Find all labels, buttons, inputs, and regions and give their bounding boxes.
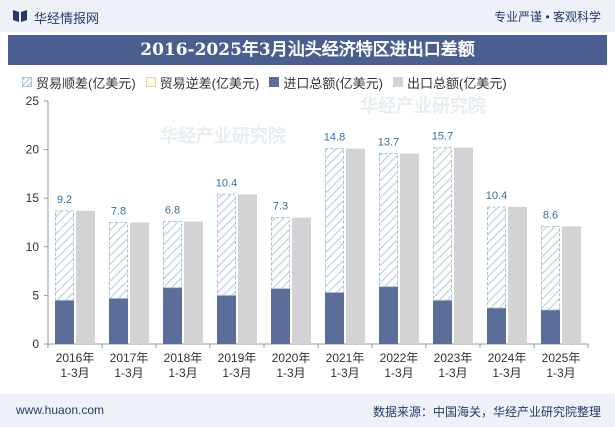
data-label: 7.8 (111, 206, 126, 218)
x-tick-label: 1-3月 (222, 366, 251, 380)
y-tick-label: 25 (26, 94, 40, 108)
export-bar (454, 147, 473, 344)
data-label: 10.4 (486, 190, 507, 202)
legend-swatch-surplus (22, 77, 32, 87)
data-label: 13.7 (378, 136, 399, 148)
website-link[interactable]: www.huaon.com (16, 403, 105, 417)
surplus-bar (487, 206, 506, 309)
legend-swatch-deficit (145, 77, 156, 87)
chart-title: 2016-2025年3月汕头经济特区进出口差额 (8, 35, 607, 65)
y-tick-label: 0 (32, 337, 39, 351)
x-tick-label: 1-3月 (546, 366, 575, 380)
import-bar (109, 298, 128, 344)
export-bar (346, 148, 365, 344)
export-bar (508, 206, 527, 344)
data-label: 8.6 (543, 209, 558, 221)
data-label: 9.2 (57, 194, 72, 206)
surplus-bar (325, 148, 344, 293)
legend-item-surplus: 贸易顺差(亿美元) (22, 73, 136, 92)
legend-item-deficit: 贸易逆差(亿美元) (145, 73, 260, 92)
x-tick-label: 1-3月 (384, 366, 413, 380)
import-bar (379, 286, 398, 344)
x-tick-label: 2023年 (434, 351, 473, 365)
legend-label-import: 进口总额(亿美元) (283, 75, 384, 91)
legend-swatch-import (269, 77, 280, 87)
import-bar (541, 309, 560, 344)
x-tick-label: 2019年 (218, 351, 257, 365)
watermark: 华经产业研究院 (160, 125, 286, 146)
legend-label-surplus: 贸易顺差(亿美元) (36, 75, 136, 91)
import-bar (271, 288, 290, 344)
x-tick-label: 2017年 (110, 351, 149, 365)
surplus-bar (163, 221, 182, 289)
export-bar (562, 226, 581, 344)
legend-swatch-export (393, 77, 404, 87)
data-source: 数据来源：中国海关，华经产业研究院整理 (372, 405, 601, 419)
x-tick-label: 1-3月 (438, 366, 467, 380)
surplus-bar (541, 225, 560, 311)
data-label: 15.7 (432, 131, 453, 143)
export-bar (292, 217, 311, 344)
surplus-bar (433, 147, 452, 301)
legend-label-deficit: 贸易逆差(亿美元) (159, 75, 260, 91)
x-tick-label: 1-3月 (114, 366, 143, 380)
export-bar (130, 222, 149, 344)
x-tick-label: 2022年 (380, 351, 419, 365)
x-tick-label: 1-3月 (60, 366, 89, 380)
y-tick-label: 10 (26, 240, 40, 254)
legend-label-export: 出口总额(亿美元) (407, 75, 507, 91)
import-bar (487, 308, 506, 344)
x-tick-label: 2024年 (488, 351, 527, 365)
export-bar (238, 194, 257, 344)
x-tick-label: 2021年 (326, 351, 365, 365)
x-tick-label: 2020年 (272, 351, 311, 365)
import-bar (325, 292, 344, 344)
surplus-bar (55, 210, 74, 301)
x-tick-label: 2018年 (164, 351, 203, 365)
footer-bar: www.huaon.com 数据来源：中国海关，华经产业研究院整理 (0, 394, 615, 427)
y-tick-label: 5 (32, 288, 39, 302)
legend-item-export: 出口总额(亿美元) (393, 73, 507, 92)
data-label: 6.8 (165, 205, 180, 217)
header-bar: 华经情报网 专业严谨 • 客观科学 (0, 0, 615, 32)
data-label: 7.3 (273, 201, 288, 213)
legend-item-import: 进口总额(亿美元) (269, 73, 383, 92)
x-tick-label: 1-3月 (492, 366, 521, 380)
y-tick-label: 20 (26, 143, 40, 157)
import-bar (163, 287, 182, 344)
data-label: 10.4 (216, 177, 237, 189)
data-label: 14.8 (324, 132, 345, 144)
export-bar (400, 153, 419, 344)
import-bar (433, 300, 452, 344)
import-bar (55, 300, 74, 344)
x-tick-label: 1-3月 (276, 366, 305, 380)
watermark: 华经产业研究院 (360, 95, 486, 116)
surplus-bar (379, 152, 398, 288)
x-tick-label: 2025年 (542, 351, 581, 365)
surplus-bar (271, 217, 290, 290)
export-bar (184, 221, 203, 344)
book-icon (13, 10, 27, 22)
brand-name: 华经情报网 (34, 11, 100, 26)
legend: 贸易顺差(亿美元) 贸易逆差(亿美元) 进口总额(亿美元) 出口总额(亿美元) (22, 72, 517, 92)
surplus-bar (109, 222, 128, 299)
surplus-bar (217, 193, 236, 296)
export-bar (76, 210, 95, 344)
slogan: 专业严谨 • 客观科学 (494, 10, 601, 24)
y-tick-label: 15 (26, 191, 40, 205)
x-tick-label: 1-3月 (330, 366, 359, 380)
x-tick-label: 1-3月 (168, 366, 197, 380)
x-tick-label: 2016年 (56, 351, 95, 365)
import-bar (217, 295, 236, 344)
